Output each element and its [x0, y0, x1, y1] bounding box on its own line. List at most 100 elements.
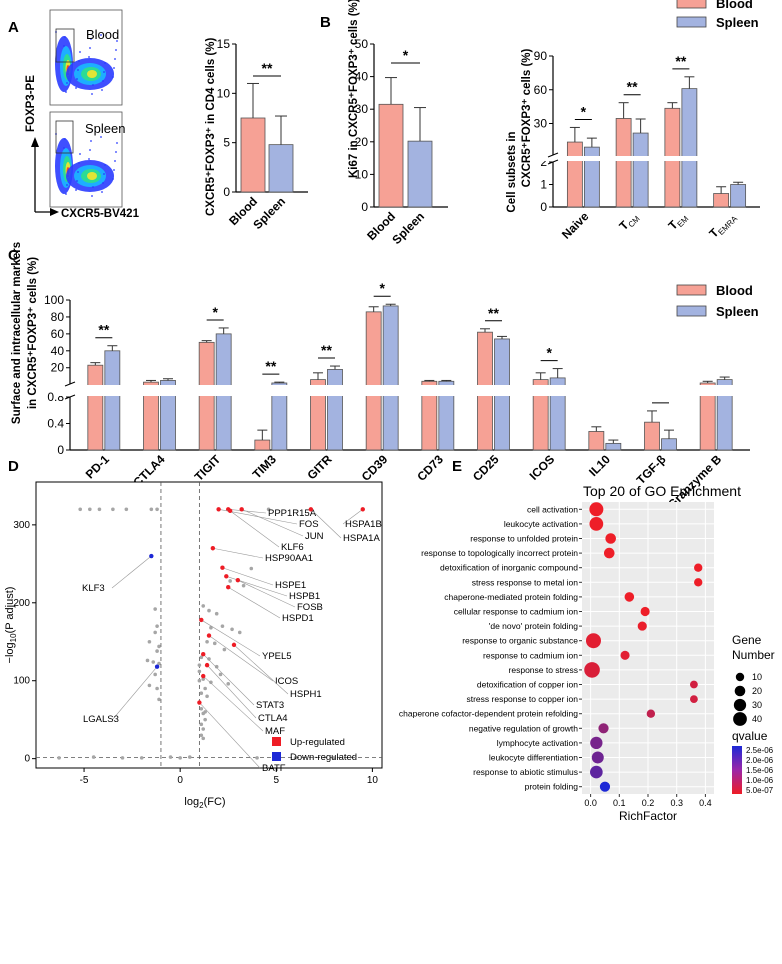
gene-label-connector	[201, 619, 261, 657]
gene-point	[149, 507, 154, 512]
flow-event-dot	[101, 191, 103, 193]
gene-point	[187, 755, 192, 759]
axis-break-gap	[58, 385, 752, 396]
legend-top-blood-swatch	[676, 0, 707, 9]
legend-top-blood-label: Blood	[716, 0, 753, 11]
gene-point	[111, 507, 115, 512]
gene-point-up	[308, 507, 314, 512]
x-tick-label: 0.2	[642, 798, 655, 808]
y-tick-label: 100	[44, 293, 64, 307]
significance-label: **	[321, 342, 332, 358]
go-term-dot	[624, 592, 635, 602]
flow-event-dot	[115, 151, 117, 153]
gene-point	[209, 680, 213, 685]
flow-event-dot	[63, 147, 65, 149]
gene-point-up	[226, 585, 231, 590]
y-tick-label: 2	[540, 155, 547, 169]
gene-point	[228, 579, 232, 583]
gene-point	[201, 604, 206, 608]
bar-blood	[365, 311, 382, 451]
x-tick-label: ICOS	[527, 452, 558, 483]
x-tick-label: TGF-β	[634, 452, 669, 487]
go-term-dot	[605, 533, 616, 544]
panel-label-a: A	[8, 19, 19, 36]
gene-point	[199, 691, 204, 695]
y-tick-label: 90	[534, 49, 548, 63]
gene-point	[145, 658, 150, 663]
gene-point-up	[201, 652, 206, 657]
gene-point	[205, 694, 209, 699]
go-term-label: response to cadmium ion	[483, 650, 578, 660]
flow-event-dot	[91, 195, 93, 197]
chart-c-ylabel-line1: Surface and intracellular markers	[11, 242, 23, 424]
y-tick-label: 0	[223, 185, 230, 199]
go-term-dot	[646, 709, 656, 718]
significance-label: **	[675, 53, 686, 69]
significance-label: **	[98, 322, 109, 338]
flow-event-dot	[65, 91, 67, 93]
gene-point	[205, 639, 209, 644]
legend-c-blood-label: Blood	[716, 283, 753, 298]
gene-point	[266, 507, 271, 512]
go-term-label: cellular response to cadmium ion	[454, 607, 579, 617]
chart-b2-ylabel-line2: CXCR5⁺FOXP3⁺ cells (%)	[521, 48, 533, 187]
gene-label: PPP1R15A	[268, 508, 317, 519]
panel-label-c: C	[8, 247, 19, 264]
gene-point	[199, 706, 204, 711]
go-term-dot	[591, 751, 604, 764]
flow-event-dot	[78, 60, 80, 62]
go-term-label: stress response to metal ion	[472, 577, 579, 587]
size-legend-title: Number	[732, 648, 775, 662]
flow-event-dot	[67, 73, 69, 75]
gene-point	[157, 697, 161, 702]
go-term-dot	[598, 723, 609, 734]
gene-point	[214, 611, 219, 616]
gene-label-connector	[206, 664, 257, 719]
gene-label-connector	[203, 675, 264, 732]
x-tick-label: Spleen	[250, 194, 288, 232]
color-legend-label: 2.5e-06	[746, 746, 774, 755]
go-term-dot	[637, 621, 647, 631]
go-term-dot	[690, 680, 698, 689]
panel-label-b: B	[320, 14, 331, 31]
flow-event-dot	[103, 173, 105, 175]
gene-point	[237, 630, 242, 635]
flow-event-dot	[88, 158, 90, 160]
go-term-dot	[640, 606, 650, 617]
y-tick-label: 20	[355, 135, 369, 149]
flow-event-dot	[77, 171, 79, 173]
go-term-label: response to organic substance	[462, 636, 578, 646]
legend-top-spleen-label: Spleen	[716, 15, 759, 30]
y-tick-label: 80	[51, 310, 65, 324]
go-term-dot	[590, 736, 603, 750]
gene-point	[91, 755, 96, 759]
go-term-label: stress response to copper ion	[466, 694, 578, 704]
chart-e-title: Top 20 of GO Enrichment	[583, 483, 741, 499]
gene-point-up	[216, 507, 221, 512]
gene-point	[153, 672, 157, 677]
gene-point	[147, 639, 152, 644]
flow-event-dot	[102, 182, 104, 184]
legend-up-label: Up-regulated	[290, 737, 345, 748]
size-legend-title: Gene	[732, 633, 762, 647]
flow-event-dot	[89, 149, 91, 151]
y-tick-label: 100	[13, 676, 30, 687]
flow-event-dot	[79, 51, 81, 53]
go-term-label: response to topologically incorrect prot…	[421, 548, 578, 558]
x-tick-label: IL10	[586, 452, 613, 479]
y-tick-label: 0	[540, 200, 547, 214]
y-tick-label: 20	[51, 361, 65, 375]
gene-point	[88, 507, 92, 512]
go-term-dot	[599, 781, 611, 792]
flow-event-dot	[64, 138, 66, 140]
flow-event-dot	[103, 71, 105, 73]
go-term-label: lymphocyte activation	[497, 738, 579, 748]
size-legend-label: 20	[752, 686, 762, 696]
gene-point	[155, 686, 159, 691]
y-tick-label: 30	[355, 102, 369, 116]
gene-point-up	[227, 508, 233, 514]
gene-label-connector	[212, 547, 264, 559]
legend-c-spleen-swatch	[676, 305, 707, 317]
gene-point	[168, 755, 173, 759]
